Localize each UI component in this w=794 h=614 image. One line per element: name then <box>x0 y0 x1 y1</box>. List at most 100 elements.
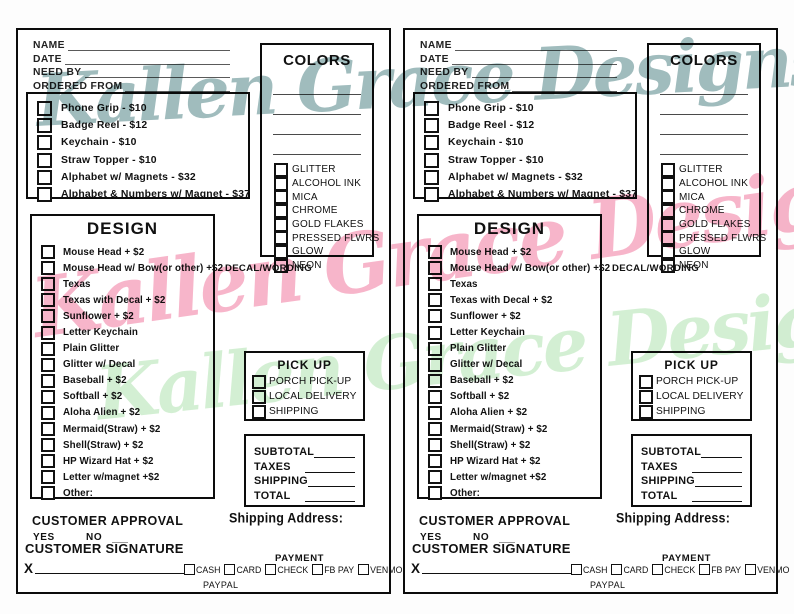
checkbox-icon[interactable] <box>274 231 288 246</box>
checkbox-icon[interactable] <box>428 325 442 340</box>
write-in-line[interactable] <box>660 115 748 135</box>
write-in-line[interactable] <box>273 115 361 135</box>
checkbox-icon[interactable] <box>41 470 55 485</box>
checkbox-icon[interactable] <box>37 169 52 185</box>
checkbox-icon[interactable] <box>428 293 442 308</box>
checkbox-icon[interactable] <box>274 217 288 232</box>
checkbox-icon[interactable] <box>252 389 266 404</box>
checkbox-icon[interactable] <box>661 203 675 218</box>
write-in-line[interactable] <box>451 55 617 65</box>
checkbox-icon[interactable] <box>428 245 442 260</box>
write-in-line[interactable] <box>84 68 230 79</box>
checkbox-icon[interactable] <box>41 245 55 260</box>
write-in-line[interactable] <box>499 542 515 543</box>
checkbox-icon[interactable] <box>639 404 653 419</box>
checkbox-icon[interactable] <box>428 357 442 372</box>
checkbox-icon[interactable] <box>41 261 55 276</box>
write-in-line[interactable] <box>305 462 355 473</box>
write-in-line[interactable] <box>695 476 742 488</box>
write-in-line[interactable] <box>125 82 230 92</box>
checkbox-icon[interactable] <box>41 357 55 372</box>
checkbox-icon[interactable] <box>661 231 675 246</box>
payment-option-paypal[interactable]: PAYPAL <box>590 580 626 590</box>
approval-no-option[interactable]: NO <box>86 532 103 543</box>
write-in-line[interactable] <box>701 447 742 458</box>
checkbox-icon[interactable] <box>41 341 55 356</box>
checkbox-icon[interactable] <box>274 176 288 191</box>
checkbox-icon[interactable] <box>37 135 52 151</box>
write-in-line[interactable] <box>273 95 361 115</box>
write-in-line[interactable] <box>512 82 617 92</box>
checkbox-icon[interactable] <box>428 438 442 453</box>
checkbox-icon[interactable] <box>428 309 442 324</box>
checkbox-icon[interactable] <box>424 135 439 151</box>
write-in-line[interactable] <box>273 75 361 95</box>
write-in-line[interactable] <box>692 462 742 473</box>
write-in-line[interactable] <box>471 68 617 79</box>
checkbox-icon[interactable] <box>274 203 288 218</box>
checkbox-icon[interactable] <box>428 422 442 437</box>
checkbox-icon[interactable] <box>37 118 52 134</box>
checkbox-icon[interactable] <box>252 404 266 419</box>
signature-line[interactable] <box>35 561 189 574</box>
checkbox-icon[interactable] <box>274 258 288 273</box>
checkbox-icon[interactable] <box>41 277 55 292</box>
checkbox-icon[interactable] <box>428 261 442 276</box>
checkbox-icon[interactable] <box>428 373 442 388</box>
checkbox-icon[interactable] <box>41 389 55 404</box>
write-in-line[interactable] <box>67 41 230 52</box>
checkbox-icon[interactable] <box>428 486 442 501</box>
checkbox-icon[interactable] <box>661 258 675 273</box>
checkbox-icon[interactable] <box>37 101 52 117</box>
checkbox-icon[interactable] <box>428 389 442 404</box>
checkbox-icon[interactable] <box>424 101 439 117</box>
checkbox-icon[interactable] <box>745 564 757 575</box>
checkbox-icon[interactable] <box>611 564 623 575</box>
checkbox-icon[interactable] <box>265 564 277 575</box>
write-in-line[interactable] <box>660 135 748 155</box>
write-in-line[interactable] <box>314 447 355 458</box>
checkbox-icon[interactable] <box>37 187 52 203</box>
write-in-line[interactable] <box>308 476 355 488</box>
write-in-line[interactable] <box>454 41 617 52</box>
write-in-line[interactable] <box>660 75 748 95</box>
checkbox-icon[interactable] <box>312 564 324 575</box>
approval-yes-option[interactable]: YES <box>420 532 442 543</box>
checkbox-icon[interactable] <box>428 341 442 356</box>
checkbox-icon[interactable] <box>639 374 653 389</box>
checkbox-icon[interactable] <box>428 405 442 420</box>
checkbox-icon[interactable] <box>661 190 675 205</box>
checkbox-icon[interactable] <box>699 564 711 575</box>
checkbox-icon[interactable] <box>424 187 439 203</box>
checkbox-icon[interactable] <box>274 190 288 205</box>
checkbox-icon[interactable] <box>252 374 266 389</box>
checkbox-icon[interactable] <box>274 244 288 259</box>
checkbox-icon[interactable] <box>274 162 288 177</box>
write-in-line[interactable] <box>660 95 748 115</box>
checkbox-icon[interactable] <box>424 118 439 134</box>
checkbox-icon[interactable] <box>41 438 55 453</box>
checkbox-icon[interactable] <box>41 405 55 420</box>
checkbox-icon[interactable] <box>37 152 52 168</box>
checkbox-icon[interactable] <box>571 564 582 575</box>
checkbox-icon[interactable] <box>424 169 439 185</box>
checkbox-icon[interactable] <box>661 176 675 191</box>
checkbox-icon[interactable] <box>41 454 55 469</box>
write-in-line[interactable] <box>305 491 355 503</box>
write-in-line[interactable] <box>112 542 128 543</box>
checkbox-icon[interactable] <box>41 309 55 324</box>
checkbox-icon[interactable] <box>41 325 55 340</box>
checkbox-icon[interactable] <box>652 564 664 575</box>
checkbox-icon[interactable] <box>661 162 675 177</box>
checkbox-icon[interactable] <box>224 564 236 575</box>
checkbox-icon[interactable] <box>41 486 55 501</box>
write-in-line[interactable] <box>273 135 361 155</box>
write-in-line[interactable] <box>692 491 742 503</box>
payment-option-paypal[interactable]: PAYPAL <box>203 580 239 590</box>
approval-no-option[interactable]: NO <box>473 532 490 543</box>
checkbox-icon[interactable] <box>358 564 370 575</box>
signature-line[interactable] <box>422 561 576 574</box>
checkbox-icon[interactable] <box>661 244 675 259</box>
checkbox-icon[interactable] <box>428 454 442 469</box>
checkbox-icon[interactable] <box>428 470 442 485</box>
